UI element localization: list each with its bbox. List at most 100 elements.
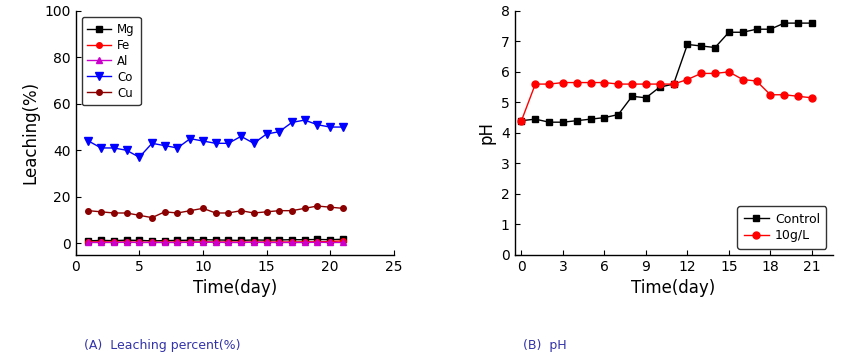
Co <box>224 141 234 146</box>
10g/L <box>738 77 748 82</box>
Co <box>160 143 170 148</box>
Cu <box>224 211 234 215</box>
Control <box>654 85 664 89</box>
10g/L <box>696 71 706 76</box>
Fe <box>147 240 157 245</box>
Mg <box>338 237 348 241</box>
Mg <box>210 238 220 242</box>
Cu <box>198 206 208 210</box>
Mg <box>172 238 182 242</box>
Text: (A)  Leaching percent(%): (A) Leaching percent(%) <box>84 339 241 352</box>
Al <box>299 240 309 245</box>
Line: Mg: Mg <box>86 237 346 244</box>
Co <box>299 118 309 122</box>
Fe <box>96 240 106 244</box>
Al <box>312 240 322 245</box>
Al <box>198 240 208 245</box>
10g/L <box>613 82 623 86</box>
Control <box>669 82 679 86</box>
Cu <box>236 209 246 213</box>
Fe <box>135 240 145 245</box>
Al <box>224 240 234 245</box>
10g/L <box>585 80 595 85</box>
Al <box>325 240 336 245</box>
Al <box>147 240 157 245</box>
Co <box>108 146 119 150</box>
10g/L <box>682 77 692 82</box>
Mg <box>122 238 132 242</box>
10g/L <box>807 96 817 100</box>
Co <box>262 132 272 136</box>
10g/L <box>544 82 554 86</box>
Co <box>236 134 246 139</box>
Co <box>249 141 259 146</box>
Co <box>287 120 297 124</box>
Al <box>274 240 284 245</box>
Co <box>312 123 322 127</box>
Mg <box>108 238 119 243</box>
10g/L <box>724 70 734 74</box>
Al <box>122 240 132 245</box>
Control <box>585 117 595 121</box>
10g/L <box>572 80 582 85</box>
Co <box>198 139 208 143</box>
Control <box>572 118 582 123</box>
10g/L <box>765 92 775 97</box>
Legend: Control, 10g/L: Control, 10g/L <box>738 206 827 249</box>
Cu <box>287 209 297 213</box>
Line: Al: Al <box>86 240 346 245</box>
Mg <box>287 238 297 242</box>
Fe <box>198 240 208 244</box>
Al <box>108 240 119 245</box>
Control <box>531 117 541 121</box>
10g/L <box>669 82 679 86</box>
10g/L <box>627 82 637 86</box>
Control <box>738 30 748 35</box>
Mg <box>312 237 322 242</box>
Fe <box>83 240 93 244</box>
10g/L <box>558 80 568 85</box>
Fe <box>325 240 336 244</box>
Fe <box>262 240 272 244</box>
10g/L <box>641 82 651 86</box>
Cu <box>108 211 119 215</box>
Mg <box>236 238 246 242</box>
Al <box>236 240 246 245</box>
10g/L <box>793 94 803 98</box>
Line: Cu: Cu <box>86 203 346 221</box>
Al <box>249 240 259 245</box>
Mg <box>147 239 157 243</box>
Legend: Mg, Fe, Al, Co, Cu: Mg, Fe, Al, Co, Cu <box>82 17 140 106</box>
Control <box>682 42 692 47</box>
Cu <box>122 211 132 215</box>
Y-axis label: Leaching(%): Leaching(%) <box>21 81 39 185</box>
Mg <box>135 238 145 242</box>
Al <box>160 240 170 245</box>
Control <box>613 112 623 117</box>
Al <box>210 240 220 245</box>
10g/L <box>710 71 720 76</box>
Control <box>516 118 526 123</box>
Fe <box>172 240 182 244</box>
Co <box>274 130 284 134</box>
Mg <box>198 238 208 242</box>
Cu <box>299 206 309 210</box>
Control <box>724 30 734 35</box>
Cu <box>325 205 336 209</box>
Y-axis label: pH: pH <box>478 121 495 145</box>
10g/L <box>779 92 789 97</box>
Control <box>558 120 568 124</box>
Co <box>325 125 336 129</box>
Control <box>641 96 651 100</box>
Line: Control: Control <box>518 20 815 126</box>
Control <box>544 120 554 124</box>
Fe <box>287 240 297 244</box>
Fe <box>108 240 119 244</box>
Cu <box>249 211 259 215</box>
Fe <box>274 240 284 244</box>
Mg <box>299 238 309 242</box>
Fe <box>210 240 220 244</box>
Al <box>96 240 106 245</box>
Mg <box>274 238 284 242</box>
Line: 10g/L: 10g/L <box>518 68 815 124</box>
